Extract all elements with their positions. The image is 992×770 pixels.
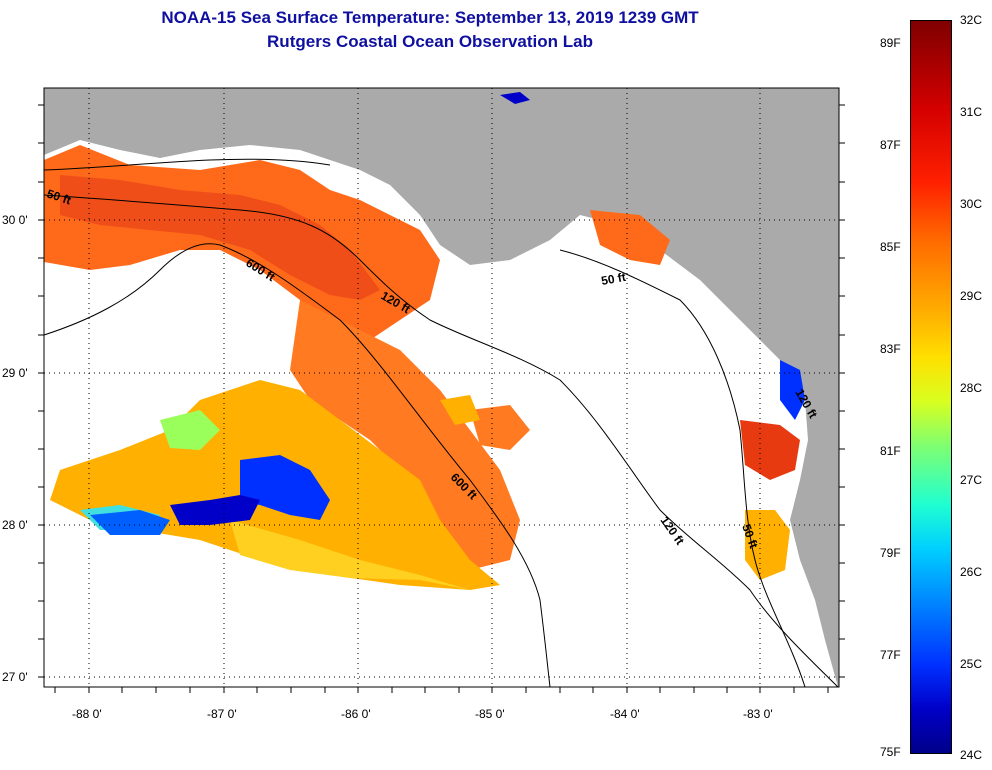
lat-label-28: 28 0' [2, 518, 28, 532]
lon-label-86: -86 0' [341, 707, 371, 721]
cb-f-83: 83F [880, 342, 901, 356]
cb-c-30: 30C [960, 197, 983, 211]
lon-label-85: -85 0' [475, 707, 505, 721]
sst-data [44, 92, 805, 590]
map-title: NOAA-15 Sea Surface Temperature: Septemb… [161, 8, 699, 27]
cb-c-32: 32C [960, 13, 983, 27]
cb-f-81: 81F [880, 444, 901, 458]
cb-f-87: 87F [880, 138, 901, 152]
plot-frame [43, 87, 840, 688]
lon-label-88: -88 0' [72, 707, 102, 721]
cb-c-24: 24C [960, 748, 983, 762]
cb-c-29: 29C [960, 289, 983, 303]
cb-c-31: 31C [960, 105, 983, 119]
temperature-colorbar [910, 20, 952, 754]
lon-label-87: -87 0' [207, 707, 237, 721]
cb-f-89: 89F [880, 36, 901, 50]
cb-c-26: 26C [960, 565, 983, 579]
cb-f-85: 85F [880, 240, 901, 254]
lat-label-29: 29 0' [2, 366, 28, 380]
cb-f-75: 75F [880, 745, 901, 759]
lat-label-27: 27 0' [2, 670, 28, 684]
cb-f-77: 77F [880, 648, 901, 662]
lon-label-83: -83 0' [743, 707, 773, 721]
cb-f-79: 79F [880, 546, 901, 560]
cb-c-28: 28C [960, 381, 983, 395]
contour-label-east-50: 50 ft [600, 270, 627, 288]
cb-c-25: 25C [960, 657, 983, 671]
cb-c-27: 27C [960, 473, 983, 487]
lon-label-84: -84 0' [610, 707, 640, 721]
map-subtitle: Rutgers Coastal Ocean Observation Lab [267, 32, 593, 51]
lat-label-30: 30 0' [2, 213, 28, 227]
axis-ticks [38, 104, 845, 693]
depth-contours [43, 158, 839, 688]
